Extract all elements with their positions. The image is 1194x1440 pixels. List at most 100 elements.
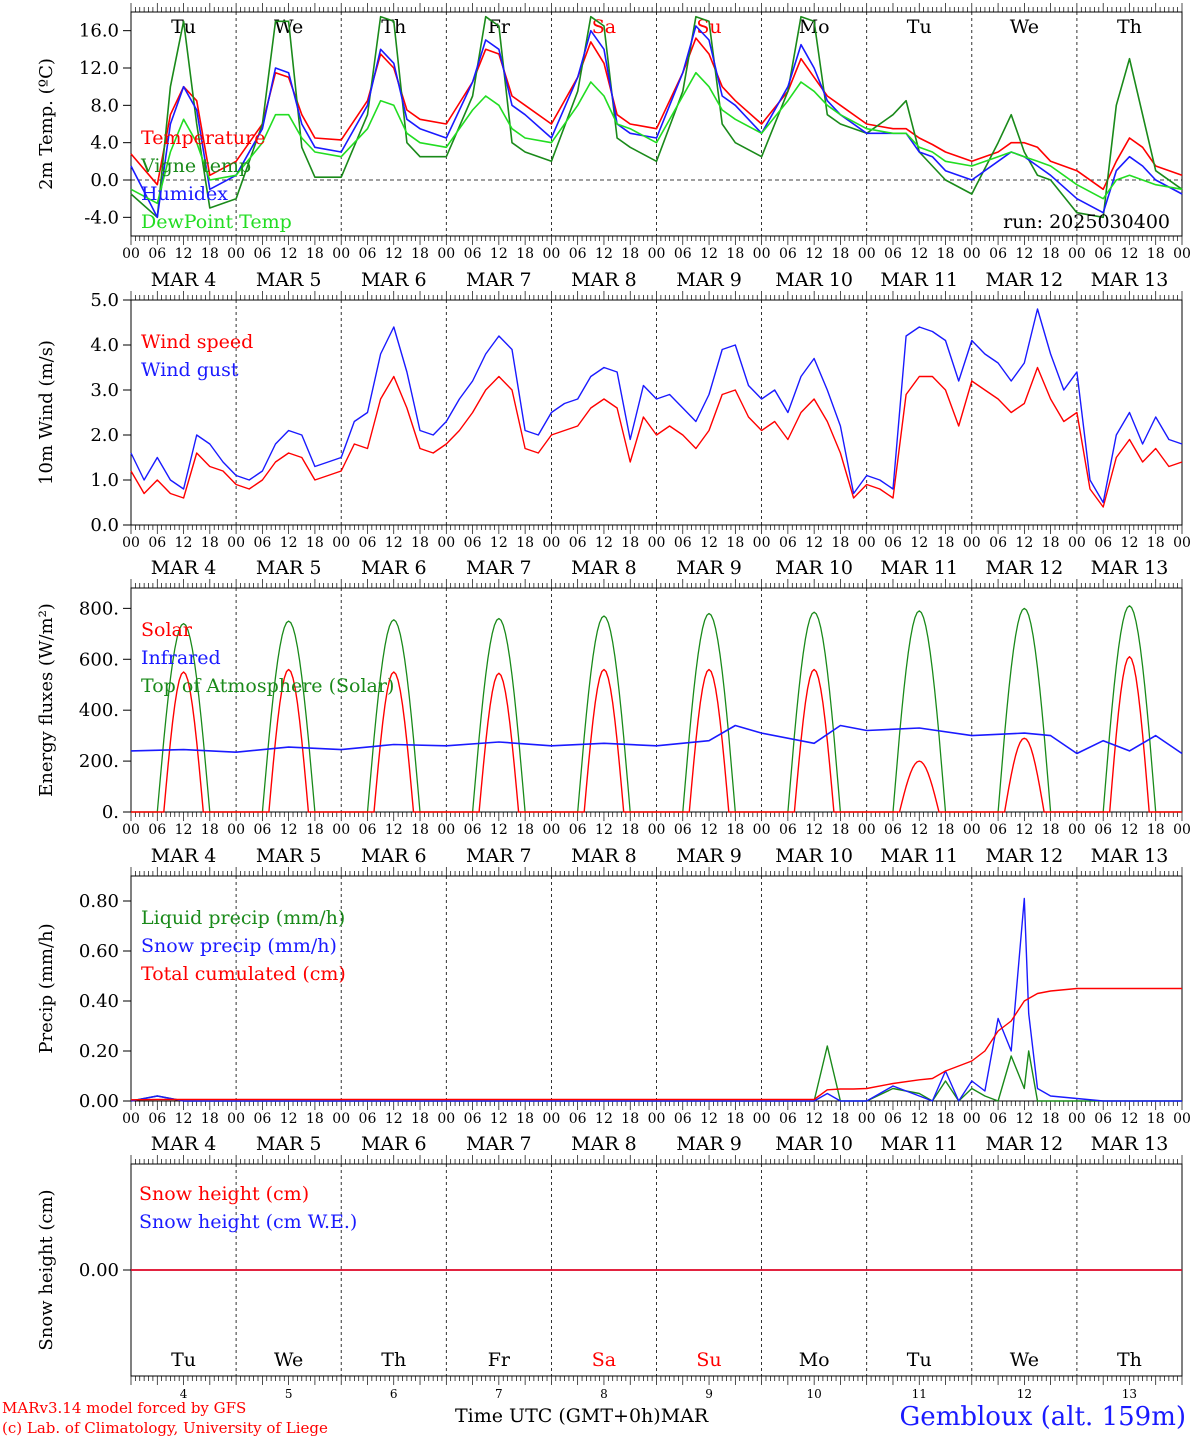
hour-label: 18 <box>937 822 955 838</box>
hour-label: 00 <box>753 246 771 262</box>
day-number: 7 <box>495 1387 503 1401</box>
hour-label: 06 <box>359 535 377 551</box>
hour-label: 18 <box>1147 246 1165 262</box>
date-label: MAR 12 <box>985 845 1063 867</box>
y-tick-label: 16.0 <box>79 21 119 42</box>
hour-label: 12 <box>805 822 823 838</box>
y-tick-label: 0.0 <box>90 515 119 536</box>
station-name: Gembloux (alt. 159m) <box>899 1402 1186 1432</box>
panel-frame <box>130 299 1183 526</box>
hour-label: 18 <box>1147 822 1165 838</box>
hour-label: 12 <box>175 535 193 551</box>
hour-label: 00 <box>1068 1111 1086 1127</box>
hour-label: 00 <box>648 535 666 551</box>
date-label: MAR 8 <box>571 1133 637 1155</box>
hour-label: 12 <box>175 1111 193 1127</box>
hour-label: 18 <box>937 535 955 551</box>
legend-entry: Total cumulated (cm) <box>141 963 346 985</box>
hour-label: 00 <box>858 1111 876 1127</box>
hour-label: 00 <box>122 1111 140 1127</box>
hour-label: 06 <box>989 246 1007 262</box>
weekday-label: Tu <box>907 1349 932 1371</box>
date-label: MAR 13 <box>1091 1133 1169 1155</box>
date-label: MAR 7 <box>466 557 532 579</box>
hour-label: 18 <box>1042 535 1060 551</box>
hour-label: 00 <box>332 822 350 838</box>
hour-label: 06 <box>884 535 902 551</box>
hour-label: 12 <box>700 1111 718 1127</box>
date-label: MAR 6 <box>361 557 427 579</box>
hour-label: 18 <box>201 535 219 551</box>
hour-label: 00 <box>753 1111 771 1127</box>
hour-label: 18 <box>832 1111 850 1127</box>
weekday-label: Fr <box>488 1349 511 1371</box>
hour-label: 12 <box>1015 535 1033 551</box>
hour-label: 00 <box>437 535 455 551</box>
hour-label: 12 <box>1015 1111 1033 1127</box>
hour-label: 12 <box>805 246 823 262</box>
hour-label: 00 <box>1068 822 1086 838</box>
day-number: 10 <box>807 1387 822 1401</box>
date-label: MAR 4 <box>151 269 217 291</box>
hour-label: 06 <box>359 1111 377 1127</box>
y-tick-label: 12.0 <box>79 58 119 79</box>
day-number: 6 <box>390 1387 398 1401</box>
hour-label: 12 <box>595 822 613 838</box>
hour-label: 06 <box>359 246 377 262</box>
hour-label: 18 <box>516 1111 534 1127</box>
date-label: MAR 13 <box>1091 845 1169 867</box>
hour-label: 18 <box>306 535 324 551</box>
hour-label: 06 <box>884 246 902 262</box>
legend-entry: Wind speed <box>141 331 253 353</box>
hour-label: 00 <box>753 822 771 838</box>
hour-label: 12 <box>385 246 403 262</box>
date-label: MAR 13 <box>1091 557 1169 579</box>
hour-label: 06 <box>148 1111 166 1127</box>
hour-label: 06 <box>1094 246 1112 262</box>
hour-label: 00 <box>1068 246 1086 262</box>
hour-label: 12 <box>490 535 508 551</box>
infrared-series-line <box>130 724 1183 755</box>
model-credit: MARv3.14 model forced by GFS <box>2 1399 247 1417</box>
legend-entry: Vigne temp <box>140 155 251 177</box>
hour-label: 12 <box>1121 535 1139 551</box>
hour-label: 18 <box>937 1111 955 1127</box>
date-label: MAR 5 <box>256 557 322 579</box>
hour-label: 18 <box>411 822 429 838</box>
precip-series-line <box>130 897 1182 1102</box>
day-number: 9 <box>705 1387 713 1401</box>
hour-label: 18 <box>1042 822 1060 838</box>
hour-label: 00 <box>542 535 560 551</box>
hour-label: 00 <box>227 1111 245 1127</box>
hour-label: 12 <box>280 822 298 838</box>
hour-label: 00 <box>1173 535 1191 551</box>
y-tick-label: 0.40 <box>79 991 119 1012</box>
hour-label: 12 <box>595 246 613 262</box>
weekday-label: Th <box>1117 16 1142 38</box>
month-label: MAR <box>660 1405 709 1427</box>
weekday-label: Sa <box>592 1349 616 1371</box>
hour-label: 12 <box>490 1111 508 1127</box>
date-label: MAR 4 <box>151 845 217 867</box>
hour-label: 18 <box>1147 1111 1165 1127</box>
y-tick-label: 0.80 <box>79 891 119 912</box>
hour-label: 00 <box>227 246 245 262</box>
hour-label: 00 <box>963 1111 981 1127</box>
hour-label: 12 <box>280 246 298 262</box>
hour-label: 00 <box>858 822 876 838</box>
hour-label: 18 <box>306 246 324 262</box>
hour-label: 12 <box>490 822 508 838</box>
y-tick-label: 0. <box>102 802 119 823</box>
time-axis-title: Time UTC (GMT+0h)MAR <box>455 1405 708 1427</box>
hour-label: 06 <box>253 535 271 551</box>
hour-label: 00 <box>122 246 140 262</box>
hour-label: 06 <box>569 535 587 551</box>
y-tick-label: 400. <box>79 700 119 721</box>
hour-label: 18 <box>306 1111 324 1127</box>
date-label: MAR 9 <box>676 1133 742 1155</box>
hour-label: 06 <box>989 822 1007 838</box>
hour-label: 18 <box>201 246 219 262</box>
weekday-label: Th <box>381 1349 406 1371</box>
hour-label: 06 <box>1094 822 1112 838</box>
hour-label: 12 <box>490 246 508 262</box>
